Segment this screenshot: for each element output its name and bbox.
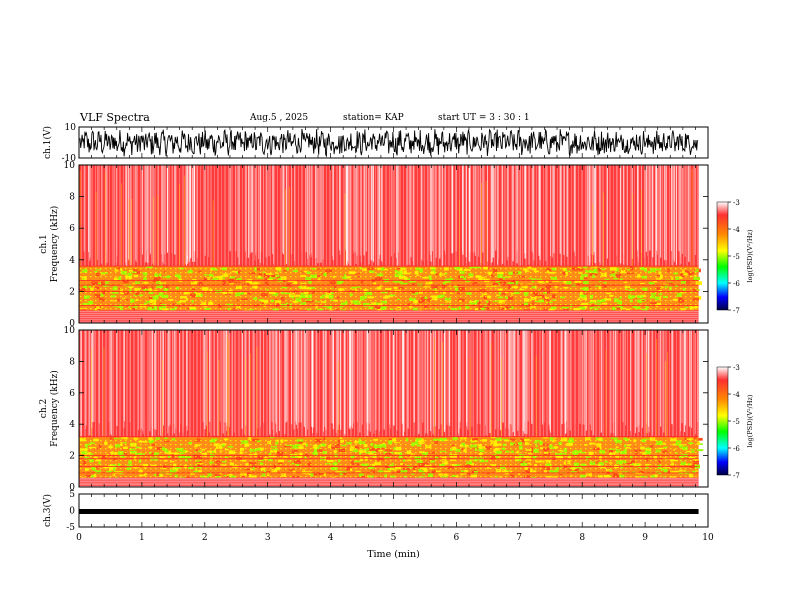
colorbar-label: log(PSD)(V²/Hz) [746,229,754,282]
colorbar-tick-label: -6 [733,280,740,288]
x-tick-label: 7 [516,533,522,543]
chart-title: VLF Spectra [80,111,150,124]
band-speckle [79,436,699,478]
psd-cell [696,449,704,452]
y-tick-label: 8 [69,357,75,367]
x-tick-label: 1 [139,533,145,543]
x-tick-label: 3 [265,533,271,543]
station-label: station= KAP [343,113,404,123]
colorbar-label: log(PSD)(V²/Hz) [746,394,754,447]
lowfreq-region [79,310,699,323]
ch1-waveform-line [79,128,699,158]
y-tick-label: 4 [69,256,75,266]
time-axis: 0 1 2 3 4 5 6 7 8 9 10 Time (min) [76,533,714,560]
psd-cell [697,443,703,445]
psd-cell [698,437,703,441]
y-tick-label: 6 [69,224,75,234]
ch1-spectrogram-panel: 0 2 4 6 8 10 ch.1 Frequency (kHz) [39,161,709,329]
x-tick-label: 10 [702,533,714,543]
x-tick-label: 6 [454,533,460,543]
ch2-spectrogram-panel: 0 2 4 6 8 10 ch.2 Frequency (kHz) [39,326,709,493]
y-tick-label: 10 [64,326,76,336]
x-tick-label: 9 [642,533,648,543]
colorbar [716,366,729,476]
y-tick-label: 10 [65,123,77,133]
x-axis-label: Time (min) [367,549,420,560]
start-ut-label: start UT = 3 : 30 : 1 [438,113,530,123]
x-tick-label: 8 [579,533,585,543]
y-axis-label-channel: ch.1 [39,234,49,253]
colorbars: -3 -4 -5 -6 -7 log(PSD)(V²/Hz) -3 -4 -5 -6 -7 log(P… [716,199,754,480]
psd-cell [695,281,702,286]
colorbar [716,201,729,311]
lowfreq-region [79,477,699,487]
colorbar-tick-label: -3 [733,364,740,372]
y-tick-label: 8 [69,193,75,203]
y-tick-label: -10 [62,154,77,164]
band-speckle [79,266,699,311]
colorbar-tick-label: -6 [733,445,740,453]
y-tick-label: 0 [69,483,75,493]
y-tick-label: 0 [69,507,75,517]
colorbar-tick-label: -7 [733,307,740,315]
colorbar-tick-label: -7 [733,472,740,480]
y-tick-label: 4 [69,420,75,430]
y-axis-label: ch.3(V) [42,494,53,527]
spectrogram-streaks [79,330,699,437]
colorbar-tick-label: -4 [733,391,740,399]
x-tick-label: 4 [328,533,334,543]
colorbar-tick-label: -5 [733,253,740,261]
colorbar-tick-label: -4 [733,226,740,234]
ch1-waveform-panel: 10 -10 ch.1(V) [42,123,709,164]
y-tick-label: 6 [69,389,75,399]
y-tick-label: 10 [64,161,76,171]
x-tick-label: 2 [202,533,208,543]
y-tick-label: -5 [66,523,75,533]
ch3-waveform-line [79,508,699,514]
x-tick-label: 5 [391,533,397,543]
y-axis-label-channel: ch.2 [39,399,49,418]
date-label: Aug.5 , 2025 [250,113,309,123]
x-tick-label: 0 [76,533,82,543]
y-tick-label: 5 [69,490,75,500]
ch3-waveform-panel: 5 0 -5 ch.3(V) [42,490,709,533]
colorbar-tick-label: -5 [733,418,740,426]
y-tick-label: 2 [69,287,75,297]
colorbar-tick-label: -3 [733,199,740,207]
y-axis-label-frequency: Frequency (kHz) [49,370,60,447]
y-tick-label: 2 [69,452,75,462]
y-tick-label: 0 [69,319,75,329]
y-axis-label-frequency: Frequency (kHz) [49,206,60,283]
y-axis-label: ch.1(V) [42,126,53,159]
